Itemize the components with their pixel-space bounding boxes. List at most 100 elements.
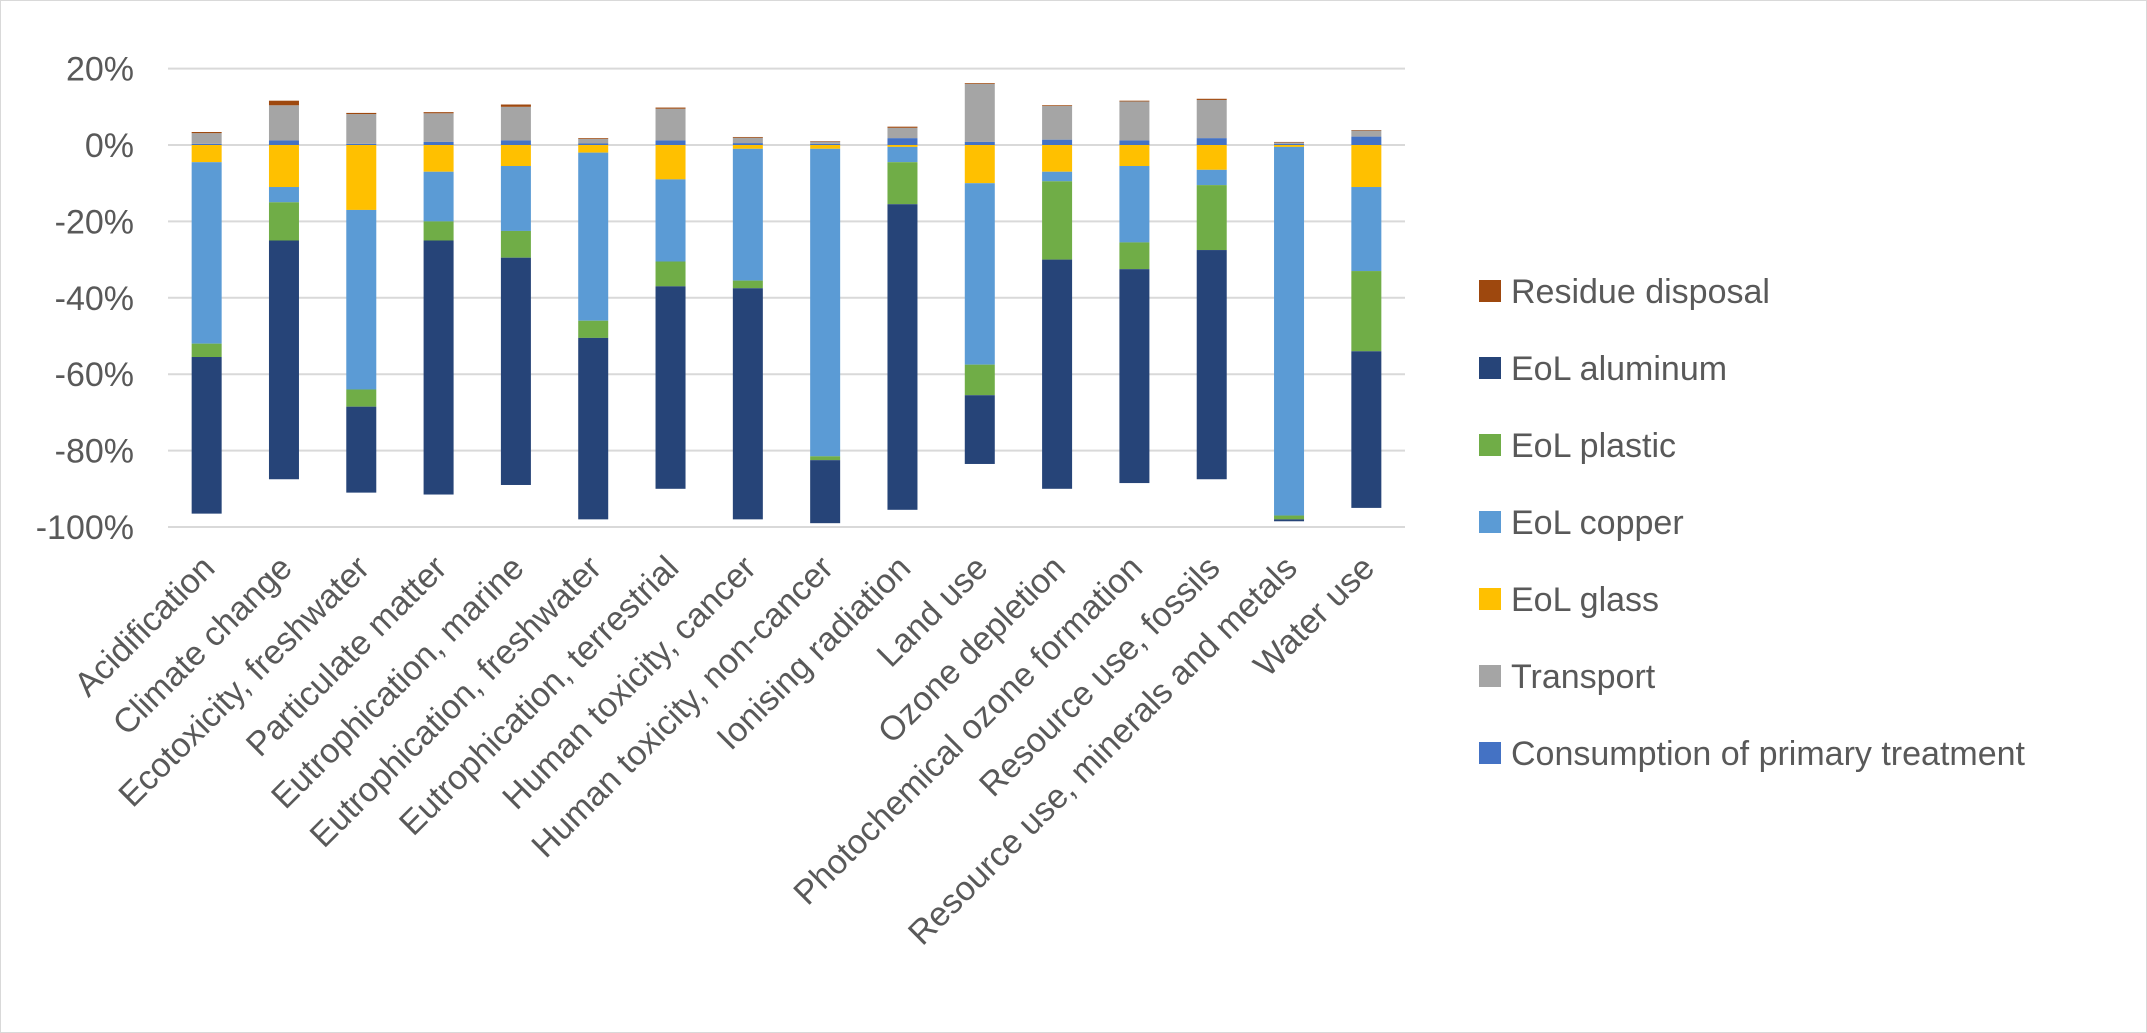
- legend-label: EoL copper: [1511, 504, 1684, 542]
- y-axis-tick-labels: 20% 0% -20% -40% -60% -80% -100%: [36, 51, 134, 547]
- bar-segment-eol-copper: [1042, 171, 1073, 182]
- bar-stack: [810, 141, 841, 524]
- bar-segment-residue-disposal: [964, 83, 995, 84]
- bar-segment-transport: [268, 105, 299, 141]
- bar-segment-consumption-of-primary-treatment: [191, 143, 222, 145]
- bar-segment-consumption-of-primary-treatment: [346, 143, 377, 145]
- bar-segment-eol-aluminum: [191, 357, 222, 514]
- y-tick-label: 20%: [66, 51, 134, 89]
- bar-segment-consumption-of-primary-treatment: [655, 140, 686, 145]
- bar-segment-residue-disposal: [268, 100, 299, 106]
- bar-segment-residue-disposal: [1196, 98, 1227, 100]
- bar-segment-eol-glass: [1119, 145, 1150, 167]
- bar-stack: [887, 126, 918, 510]
- y-tick-label: 0%: [85, 127, 134, 165]
- legend-swatch: [1479, 280, 1501, 302]
- bar-segment-eol-copper: [1119, 166, 1150, 243]
- bar-segment-consumption-of-primary-treatment: [810, 143, 841, 145]
- bar-segment-eol-aluminum: [423, 240, 454, 495]
- bar-segment-transport: [423, 113, 454, 142]
- bar-stack: [1274, 141, 1305, 522]
- bar-stack: [500, 104, 531, 485]
- bar-segment-eol-copper: [887, 146, 918, 163]
- bar-segment-residue-disposal: [1119, 100, 1150, 102]
- bar-segment-transport: [887, 127, 918, 139]
- bar-segment-consumption-of-primary-treatment: [1274, 143, 1305, 145]
- bar-segment-eol-plastic: [1196, 185, 1227, 251]
- bar-segment-consumption-of-primary-treatment: [964, 141, 995, 145]
- y-tick-label: -40%: [55, 280, 134, 318]
- y-tick-label: -20%: [55, 203, 134, 241]
- bar-segment-eol-aluminum: [346, 406, 377, 493]
- bar-segment-eol-glass: [732, 145, 763, 149]
- bar-segment-eol-plastic: [887, 162, 918, 205]
- bar-stack: [346, 112, 377, 493]
- bar-segment-transport: [1351, 130, 1382, 137]
- bar-segment-consumption-of-primary-treatment: [1351, 136, 1382, 145]
- bar-segment-transport: [655, 108, 686, 141]
- bar-segment-residue-disposal: [732, 136, 763, 138]
- legend-item: EoL copper: [1479, 504, 1684, 542]
- bar-segment-eol-aluminum: [1119, 269, 1150, 484]
- bar-segment-eol-glass: [423, 145, 454, 172]
- bar-segment-residue-disposal: [578, 138, 609, 139]
- bar-segment-eol-plastic: [191, 343, 222, 358]
- bar-series: [191, 83, 1382, 524]
- bar-segment-residue-disposal: [1042, 105, 1073, 107]
- bar-segment-eol-copper: [810, 148, 841, 457]
- y-tick-label: -60%: [55, 356, 134, 394]
- bar-segment-consumption-of-primary-treatment: [1196, 138, 1227, 145]
- bar-segment-eol-copper: [1351, 187, 1382, 272]
- bar-segment-eol-glass: [1196, 145, 1227, 170]
- bar-segment-consumption-of-primary-treatment: [423, 141, 454, 145]
- bar-segment-transport: [191, 133, 222, 144]
- legend-swatch: [1479, 665, 1501, 687]
- bar-segment-eol-glass: [1351, 145, 1382, 188]
- bar-segment-transport: [810, 141, 841, 144]
- bar-segment-eol-aluminum: [964, 395, 995, 464]
- bar-segment-transport: [578, 138, 609, 144]
- bar-segment-consumption-of-primary-treatment: [887, 138, 918, 145]
- bar-segment-eol-copper: [346, 209, 377, 390]
- bar-segment-eol-plastic: [1042, 181, 1073, 260]
- legend-label: Residue disposal: [1511, 273, 1770, 311]
- bar-segment-eol-aluminum: [1196, 250, 1227, 480]
- bar-stack: [1119, 100, 1150, 484]
- bar-stack: [655, 107, 686, 489]
- bar-stack: [732, 136, 763, 520]
- bar-segment-eol-aluminum: [1274, 519, 1305, 522]
- legend-swatch: [1479, 742, 1501, 764]
- bar-segment-residue-disposal: [810, 141, 841, 142]
- y-tick-label: -100%: [36, 509, 134, 547]
- bar-segment-consumption-of-primary-treatment: [500, 140, 531, 145]
- bar-segment-eol-aluminum: [578, 337, 609, 520]
- bar-segment-eol-glass: [1274, 145, 1305, 147]
- bar-stack: [578, 138, 609, 520]
- legend-label: Transport: [1511, 658, 1656, 696]
- legend-swatch: [1479, 357, 1501, 379]
- bar-segment-eol-plastic: [655, 261, 686, 287]
- bar-segment-transport: [346, 114, 377, 144]
- legend-item: Transport: [1479, 658, 1656, 696]
- bar-segment-consumption-of-primary-treatment: [1119, 140, 1150, 145]
- bar-segment-eol-copper: [1274, 146, 1305, 516]
- legend-swatch: [1479, 588, 1501, 610]
- legend-item: EoL glass: [1479, 581, 1659, 619]
- bar-segment-transport: [1042, 106, 1073, 140]
- bar-segment-eol-plastic: [810, 456, 841, 461]
- y-tick-label: -80%: [55, 433, 134, 471]
- bar-segment-eol-glass: [268, 145, 299, 188]
- bar-segment-eol-copper: [268, 187, 299, 203]
- bar-segment-eol-copper: [578, 152, 609, 321]
- bar-segment-residue-disposal: [887, 126, 918, 128]
- bar-segment-residue-disposal: [423, 112, 454, 114]
- bar-segment-consumption-of-primary-treatment: [732, 143, 763, 145]
- legend-label: Consumption of primary treatment: [1511, 735, 2026, 773]
- bar-segment-transport: [964, 83, 995, 142]
- bar-segment-eol-copper: [1196, 169, 1227, 186]
- bar-stack: [1351, 130, 1382, 508]
- bar-segment-eol-copper: [964, 183, 995, 365]
- bar-segment-residue-disposal: [346, 112, 377, 115]
